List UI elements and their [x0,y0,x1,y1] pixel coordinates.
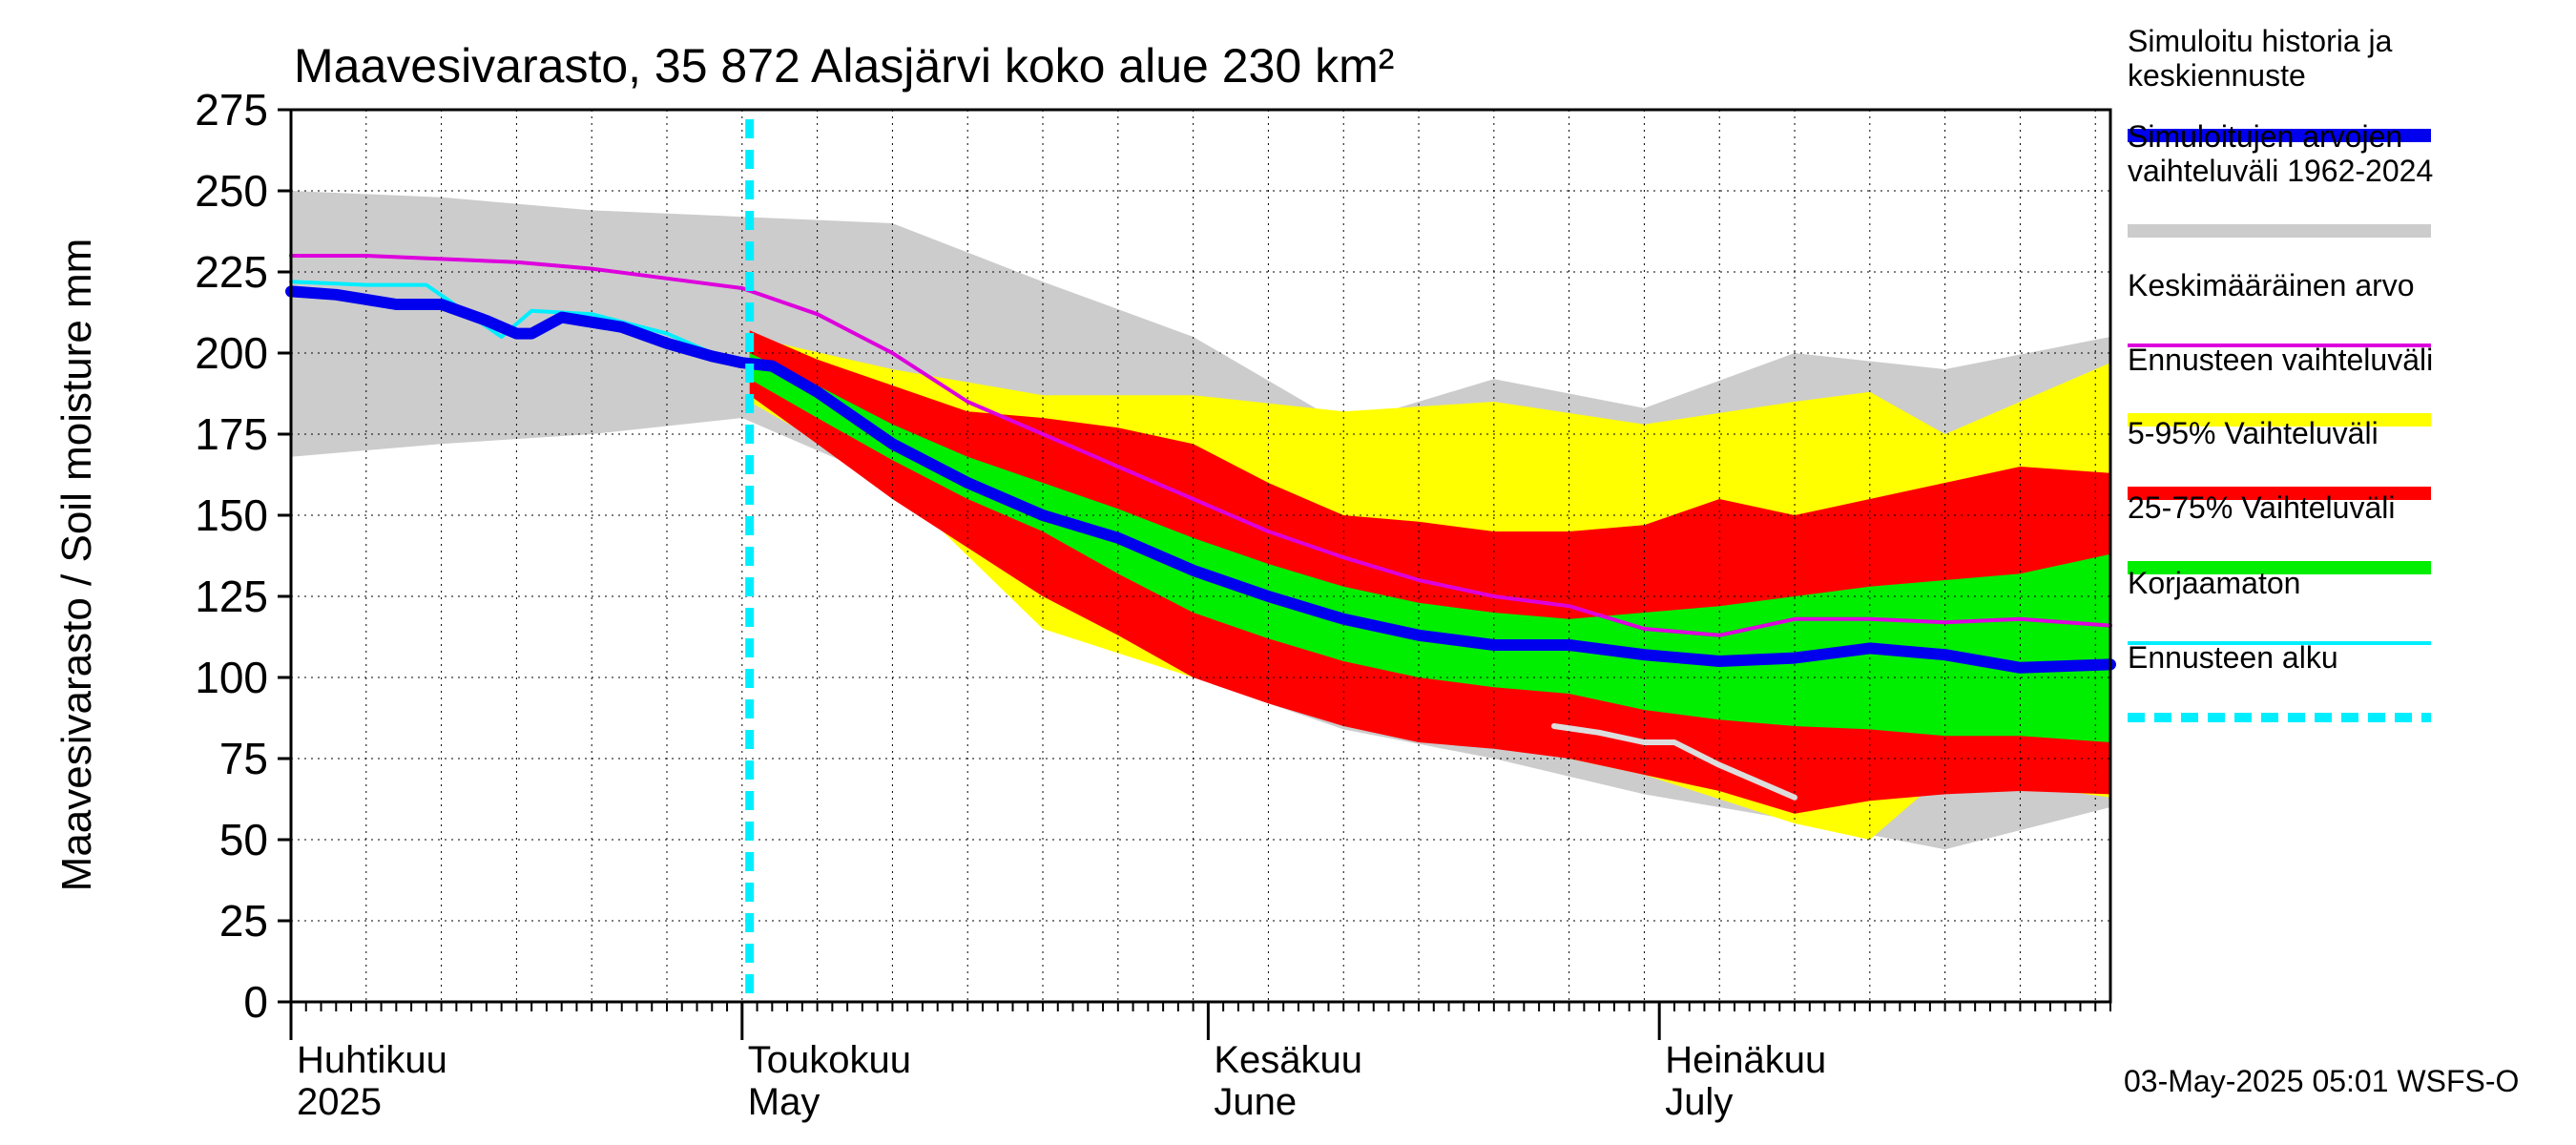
y-tick-label: 200 [195,328,268,378]
legend-label: 5-95% Vaihteluväli [2128,416,2379,450]
y-tick-label: 0 [243,977,268,1027]
band-p25_75 [749,353,2111,742]
month-label-en: June [1214,1081,1297,1123]
y-axis-label: Maavesivarasto / Soil moisture mm [53,239,100,892]
line-forecast_tail [1550,723,1797,801]
month-label-fi: Toukokuu [748,1039,911,1081]
month-label-en: July [1665,1081,1733,1123]
legend-label: Keskimääräinen arvo [2128,268,2415,302]
y-tick-label: 150 [195,490,268,540]
month-label-fi: Heinäkuu [1665,1039,1826,1081]
y-tick-label: 75 [219,734,268,783]
y-tick-label: 100 [195,653,268,702]
plot-frame [289,108,2112,1004]
y-tick-label: 175 [195,409,268,459]
y-tick-label: 275 [195,85,268,135]
month-label-fi: Huhtikuu [297,1039,447,1081]
y-tick-label: 25 [219,896,268,946]
plot-lines [285,119,2116,1002]
line-uncorrected [289,280,715,355]
line-median [285,285,2116,674]
timestamp-label: 03-May-2025 05:01 WSFS-O [2124,1064,2519,1098]
line-mean [289,254,2112,637]
month-label-en: 2025 [297,1081,382,1123]
y-tick-label: 250 [195,166,268,216]
axis-ticks: 0 25 50 75 100 125 150 175 200 225 250 275 Huhtikuu2… [195,85,2111,1123]
y-tick-label: 50 [219,815,268,864]
legend: Simuloitu historia ja keskiennuste Simuloi… [2128,24,2433,722]
legend-label: 25-75% Vaihteluväli [2128,490,2395,525]
y-tick-label: 125 [195,572,268,621]
y-tick-label: 225 [195,247,268,297]
legend-label: Simuloitujen arvojen vaihteluväli 1962-20… [2128,119,2433,188]
legend-label: Ennusteen alku [2128,640,2338,675]
legend-label: Korjaamaton [2128,566,2300,600]
month-label-fi: Kesäkuu [1214,1039,1362,1081]
month-label-en: May [748,1081,821,1123]
legend-label: Simuloitu historia ja keskiennuste [2128,24,2393,93]
plot-areas [291,191,2111,850]
chart-title: Maavesivarasto, 35 872 Alasjärvi koko al… [294,39,1394,93]
legend-label: Ennusteen vaihteluväli [2128,343,2433,377]
